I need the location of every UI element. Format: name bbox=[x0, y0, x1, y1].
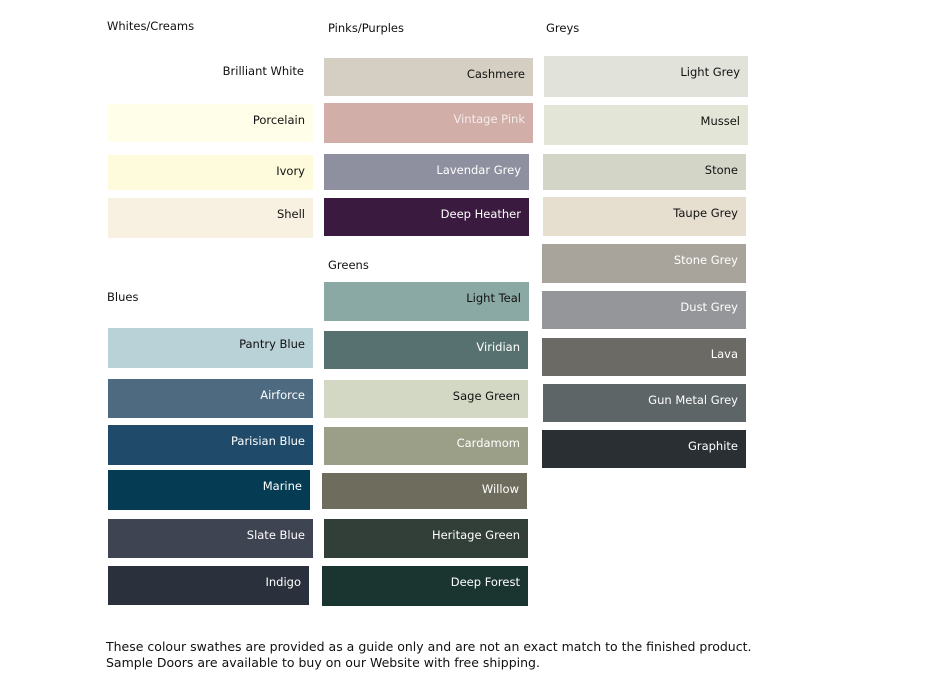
color-swatch: Indigo bbox=[108, 566, 309, 605]
group-title: Pinks/Purples bbox=[328, 21, 405, 35]
color-swatch: Cardamom bbox=[324, 427, 528, 465]
color-swatch: Sage Green bbox=[324, 380, 528, 418]
color-swatch: Deep Forest bbox=[322, 566, 528, 606]
swatch-name: Marine bbox=[262, 479, 302, 493]
swatch-name: Airforce bbox=[260, 388, 305, 402]
swatch-name: Taupe Grey bbox=[673, 206, 738, 220]
swatch-name: Willow bbox=[481, 482, 519, 496]
swatch-name: Parisian Blue bbox=[230, 434, 305, 448]
color-swatch: Mussel bbox=[544, 105, 748, 145]
swatch-name: Sage Green bbox=[452, 389, 520, 403]
color-swatch: Pantry Blue bbox=[108, 328, 313, 368]
color-swatch: Lavendar Grey bbox=[324, 154, 529, 190]
color-swatch: Slate Blue bbox=[108, 519, 313, 558]
swatch-name: Heritage Green bbox=[431, 528, 520, 542]
color-swatch: Light Grey bbox=[544, 56, 748, 97]
swatch-name: Light Grey bbox=[680, 65, 740, 79]
swatch-name: Lava bbox=[710, 347, 738, 361]
swatch-name: Brilliant White bbox=[222, 64, 304, 78]
swatch-name: Porcelain bbox=[252, 113, 305, 127]
color-swatch: Gun Metal Grey bbox=[543, 384, 746, 422]
color-swatch: Lava bbox=[542, 338, 746, 376]
color-swatch: Brilliant White bbox=[108, 55, 312, 92]
swatch-name: Stone Grey bbox=[673, 253, 738, 267]
color-swatch: Dust Grey bbox=[542, 291, 746, 329]
swatch-name: Ivory bbox=[276, 164, 305, 178]
swatch-name: Mussel bbox=[700, 114, 740, 128]
color-swatch: Viridian bbox=[324, 331, 528, 369]
swatch-name: Cardamom bbox=[456, 436, 520, 450]
footnote: These colour swathes are provided as a g… bbox=[106, 639, 752, 670]
group-title: Whites/Creams bbox=[107, 19, 195, 33]
color-swatch: Vintage Pink bbox=[324, 103, 533, 143]
swatch-name: Dust Grey bbox=[680, 300, 738, 314]
swatch-name: Deep Heather bbox=[440, 207, 521, 221]
swatch-name: Light Teal bbox=[466, 291, 521, 305]
color-swatch: Willow bbox=[322, 473, 527, 509]
color-swatch: Graphite bbox=[542, 430, 746, 468]
swatch-name: Cashmere bbox=[466, 67, 525, 81]
color-swatch: Cashmere bbox=[324, 58, 533, 96]
swatch-name: Deep Forest bbox=[450, 575, 520, 589]
swatch-name: Stone bbox=[704, 163, 738, 177]
color-swatch: Marine bbox=[108, 470, 310, 510]
swatch-name: Vintage Pink bbox=[453, 112, 525, 126]
swatch-name: Lavendar Grey bbox=[436, 163, 521, 177]
swatch-name: Indigo bbox=[265, 575, 301, 589]
color-swatch: Stone Grey bbox=[542, 244, 746, 283]
color-swatch: Porcelain bbox=[108, 104, 313, 142]
color-swatch: Stone bbox=[543, 154, 746, 190]
color-swatch: Light Teal bbox=[324, 282, 529, 321]
color-swatch: Shell bbox=[108, 198, 313, 238]
swatch-name: Pantry Blue bbox=[239, 337, 305, 351]
color-swatch: Taupe Grey bbox=[543, 197, 746, 236]
swatch-name: Graphite bbox=[687, 439, 738, 453]
swatch-name: Slate Blue bbox=[246, 528, 305, 542]
color-swatch: Parisian Blue bbox=[108, 425, 313, 465]
color-swatch: Ivory bbox=[108, 155, 313, 190]
color-swatch: Deep Heather bbox=[324, 198, 529, 236]
group-title: Blues bbox=[107, 290, 139, 304]
color-swatch: Airforce bbox=[108, 379, 313, 418]
swatch-name: Gun Metal Grey bbox=[648, 393, 738, 407]
swatch-name: Shell bbox=[276, 207, 305, 221]
swatch-name: Viridian bbox=[476, 340, 520, 354]
color-swatch: Heritage Green bbox=[324, 519, 528, 558]
group-title: Greys bbox=[546, 21, 580, 35]
group-title: Greens bbox=[328, 258, 369, 272]
